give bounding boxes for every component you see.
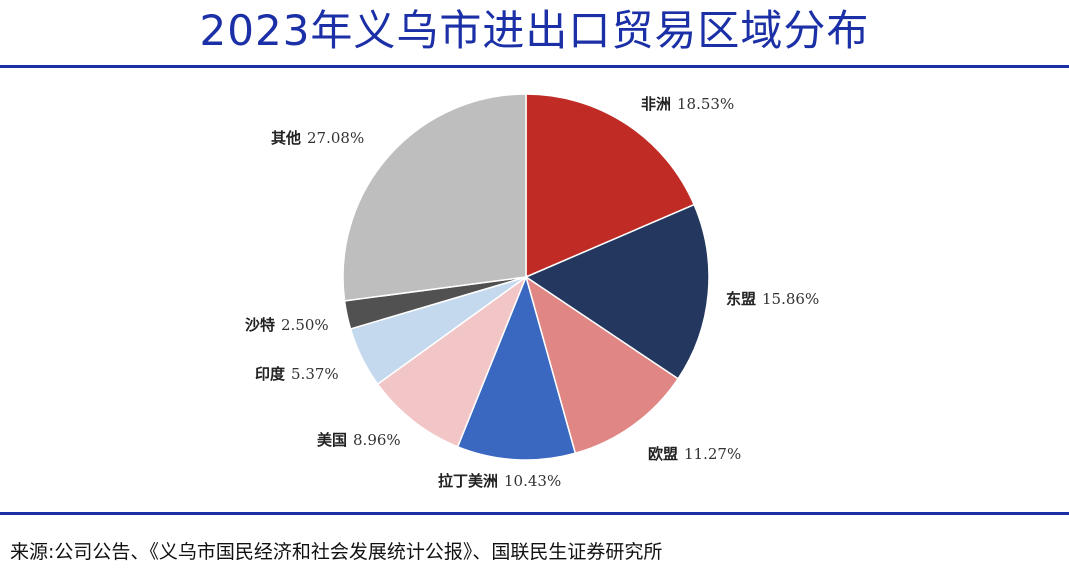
slice-label-value: 27.08%: [307, 129, 364, 147]
slice-label-5: 美国 8.96%: [317, 431, 401, 449]
pie-slice-3: [524, 275, 680, 455]
slice-label-8: 其他 27.08%: [271, 129, 364, 147]
slice-label-value: 5.37%: [291, 365, 339, 383]
slice-label-name: 东盟: [726, 290, 756, 308]
slice-label-value: 10.43%: [504, 472, 561, 490]
slice-label-value: 18.53%: [677, 95, 734, 113]
slice-label-value: 15.86%: [762, 290, 819, 308]
slice-label-3: 欧盟 11.27%: [648, 445, 741, 463]
slice-label-name: 沙特: [245, 316, 275, 334]
footer-divider: [0, 512, 1069, 515]
slice-label-6: 印度 5.37%: [255, 365, 339, 383]
slice-label-name: 拉丁美洲: [438, 472, 498, 490]
pie-slices: [342, 93, 710, 461]
slice-label-name: 非洲: [641, 95, 671, 113]
slice-label-value: 11.27%: [684, 445, 741, 463]
slice-label-4: 拉丁美洲 10.43%: [438, 472, 561, 490]
slice-label-name: 印度: [255, 365, 286, 383]
pie-slice-8: [342, 93, 527, 302]
pie-slice-1: [525, 93, 696, 279]
header-divider: [0, 65, 1069, 68]
source-note: 来源:公司公告、《义乌市国民经济和社会发展统计公报》、国联民生证券研究所: [10, 541, 663, 563]
pie-labels: 非洲 18.53% 东盟 15.86% 欧盟 11.27% 拉丁美洲 10.43% 美国 8.96…: [245, 95, 819, 490]
pie-slice-5: [376, 274, 528, 448]
slice-label-2: 东盟 15.86%: [726, 290, 819, 308]
slice-label-1: 非洲 18.53%: [641, 95, 734, 113]
slice-label-name: 其他: [271, 129, 301, 147]
slice-label-value: 2.50%: [281, 316, 329, 334]
slice-label-name: 欧盟: [648, 445, 678, 463]
slice-label-7: 沙特 2.50%: [245, 316, 329, 334]
pie-slice-2: [524, 203, 710, 380]
slice-label-value: 8.96%: [353, 431, 401, 449]
slice-label-name: 美国: [317, 431, 347, 449]
pie-chart: 非洲 18.53% 东盟 15.86% 欧盟 11.27% 拉丁美洲 10.43% 美国 8.96…: [245, 93, 819, 490]
chart-title: 2023年义乌市进出口贸易区域分布: [199, 6, 870, 55]
pie-slice-4: [456, 274, 577, 461]
